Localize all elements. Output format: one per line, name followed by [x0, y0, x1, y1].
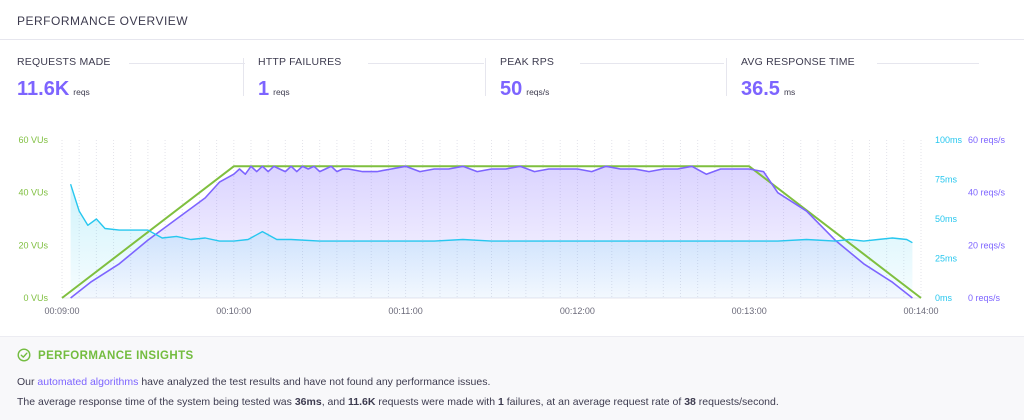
insights-text: The average response time of the system …	[17, 396, 295, 408]
y-tick-label-response: 50ms	[935, 214, 958, 224]
y-tick-label-rps: 40 reqs/s	[968, 188, 1006, 198]
metric-requests-made: REQUESTS MADE 11.6K reqs	[17, 56, 245, 100]
metric-avg-response-time: AVG RESPONSE TIME 36.5 ms	[741, 56, 979, 100]
insights-text: requests/second.	[695, 396, 779, 408]
y-tick-label-rps: 20 reqs/s	[968, 240, 1006, 250]
y-tick-label-response: 25ms	[935, 254, 958, 264]
metric-label: PEAK RPS	[500, 56, 555, 68]
metric-value: 36.5	[741, 78, 780, 100]
insights-failures: 1	[497, 396, 504, 408]
check-circle-icon	[17, 348, 31, 362]
metric-separator	[243, 58, 244, 96]
y-tick-label-response: 75ms	[935, 175, 958, 185]
page-title: PERFORMANCE OVERVIEW	[17, 14, 189, 28]
metric-separator	[726, 58, 727, 96]
x-tick-label: 00:12:00	[560, 306, 595, 316]
x-tick-label: 00:14:00	[903, 306, 938, 316]
metric-divider	[580, 63, 724, 64]
metric-unit: reqs	[73, 87, 90, 97]
x-tick-label: 00:09:00	[44, 306, 79, 316]
insights-text: requests were made with	[375, 396, 498, 408]
vus-line	[61, 165, 922, 299]
metric-value: 1	[258, 78, 270, 100]
x-tick-label: 00:11:00	[388, 306, 422, 316]
performance-chart[interactable]: 00:09:00 00:10:00 00:11:00 00:12:00 00:13:00…	[0, 128, 1024, 328]
metric-label: AVG RESPONSE TIME	[741, 56, 855, 68]
performance-insights-panel: PERFORMANCE INSIGHTS Our automated algor…	[0, 336, 1024, 420]
y-tick-label-vus: 60 VUs	[18, 135, 48, 145]
metric-value: 11.6K	[17, 78, 70, 100]
insights-summary-line: Our automated algorithms have analyzed t…	[17, 376, 490, 388]
insights-title: PERFORMANCE INSIGHTS	[38, 350, 194, 362]
metric-unit: reqs	[273, 87, 290, 97]
response-line	[69, 183, 913, 244]
metric-value-row: 11.6K reqs	[17, 78, 90, 101]
metric-divider	[877, 63, 979, 64]
metric-value: 50	[500, 78, 523, 100]
metric-value-row: 50 reqs/s	[500, 78, 549, 101]
metric-label: REQUESTS MADE	[17, 56, 111, 68]
x-tick-label: 00:10:00	[216, 306, 251, 316]
y-tick-label-rps: 60 reqs/s	[968, 135, 1006, 145]
insights-text: Our	[17, 376, 38, 388]
y-tick-label-response: 100ms	[935, 135, 963, 145]
metric-divider	[129, 63, 245, 64]
metric-divider	[368, 63, 484, 64]
overview-header: PERFORMANCE OVERVIEW	[0, 0, 1024, 40]
y-tick-label-response: 0ms	[935, 293, 953, 303]
insights-request-rate: 38	[684, 396, 696, 408]
x-tick-label: 00:13:00	[732, 306, 767, 316]
metric-separator	[485, 58, 486, 96]
insights-requests: 11.6K	[347, 396, 376, 408]
y-tick-label-rps: 0 reqs/s	[968, 293, 1001, 303]
metric-unit: ms	[783, 87, 796, 97]
insights-details-line: The average response time of the system …	[17, 396, 779, 408]
metric-value-row: 36.5 ms	[741, 78, 795, 101]
insights-text: have analyzed the test results and have …	[138, 376, 491, 388]
metric-http-failures: HTTP FAILURES 1 reqs	[258, 56, 484, 100]
y-tick-label-vus: 40 VUs	[18, 188, 48, 198]
insights-text: , and	[321, 396, 348, 408]
metric-unit: reqs/s	[526, 87, 550, 97]
rps-line	[70, 165, 913, 299]
metric-value-row: 1 reqs	[258, 78, 290, 101]
metric-peak-rps: PEAK RPS 50 reqs/s	[500, 56, 724, 100]
insights-text: failures, at an average request rate of	[503, 396, 685, 408]
chart-svg: 00:09:00 00:10:00 00:11:00 00:12:00 00:13:00…	[18, 135, 1006, 316]
automated-algorithms-link[interactable]: automated algorithms	[37, 376, 139, 388]
y-tick-label-vus: 20 VUs	[18, 240, 48, 250]
y-tick-label-vus: 0 VUs	[23, 293, 48, 303]
insights-avg-response: 36ms	[294, 396, 322, 408]
metric-label: HTTP FAILURES	[258, 56, 342, 68]
